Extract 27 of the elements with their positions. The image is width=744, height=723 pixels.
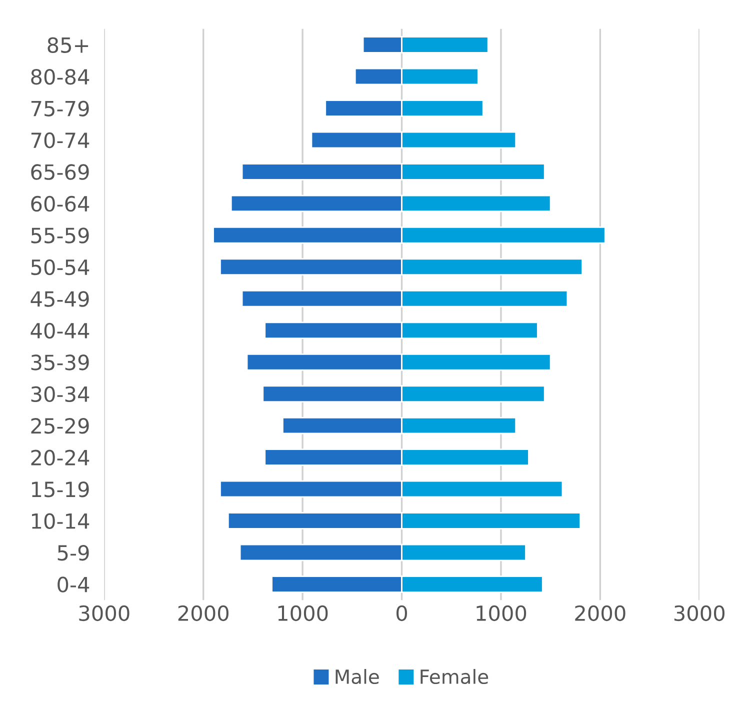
y-tick-label: 35-39 <box>31 354 89 370</box>
y-tick-label: 45-49 <box>30 291 89 307</box>
x-tick-label: 0 <box>396 605 408 622</box>
y-tick-label: 0-4 <box>58 576 90 592</box>
y-tick-label: 5-9 <box>58 544 89 561</box>
legend-label: Male <box>336 668 379 684</box>
x-tick-label: 2000 <box>575 605 626 622</box>
y-tick-label: 40-44 <box>30 322 90 339</box>
x-tick-label: 1000 <box>278 605 328 622</box>
y-tick-label: 70-74 <box>31 132 90 148</box>
y-tick-label: 20-24 <box>31 450 90 466</box>
y-tick-label: 85+ <box>48 37 88 53</box>
y-tick-label: 80-84 <box>31 68 90 85</box>
y-tick-label: 60-64 <box>31 196 90 212</box>
y-tick-label: 25-29 <box>31 418 89 434</box>
x-tick-label: 1000 <box>476 605 526 622</box>
y-tick-label: 55-59 <box>31 228 89 244</box>
legend-label: Female <box>420 668 488 684</box>
y-tick-label: 50-54 <box>31 259 90 276</box>
x-tick-label: 2000 <box>178 605 228 622</box>
y-tick-label: 75-79 <box>31 100 89 116</box>
y-tick-label: 15-19 <box>32 481 89 498</box>
y-tick-label: 30-34 <box>31 386 90 402</box>
y-tick-label: 65-69 <box>31 164 89 180</box>
x-tick-label: 3000 <box>674 605 724 622</box>
x-tick-label: 3000 <box>79 605 130 622</box>
y-tick-label: 10-14 <box>32 513 90 529</box>
